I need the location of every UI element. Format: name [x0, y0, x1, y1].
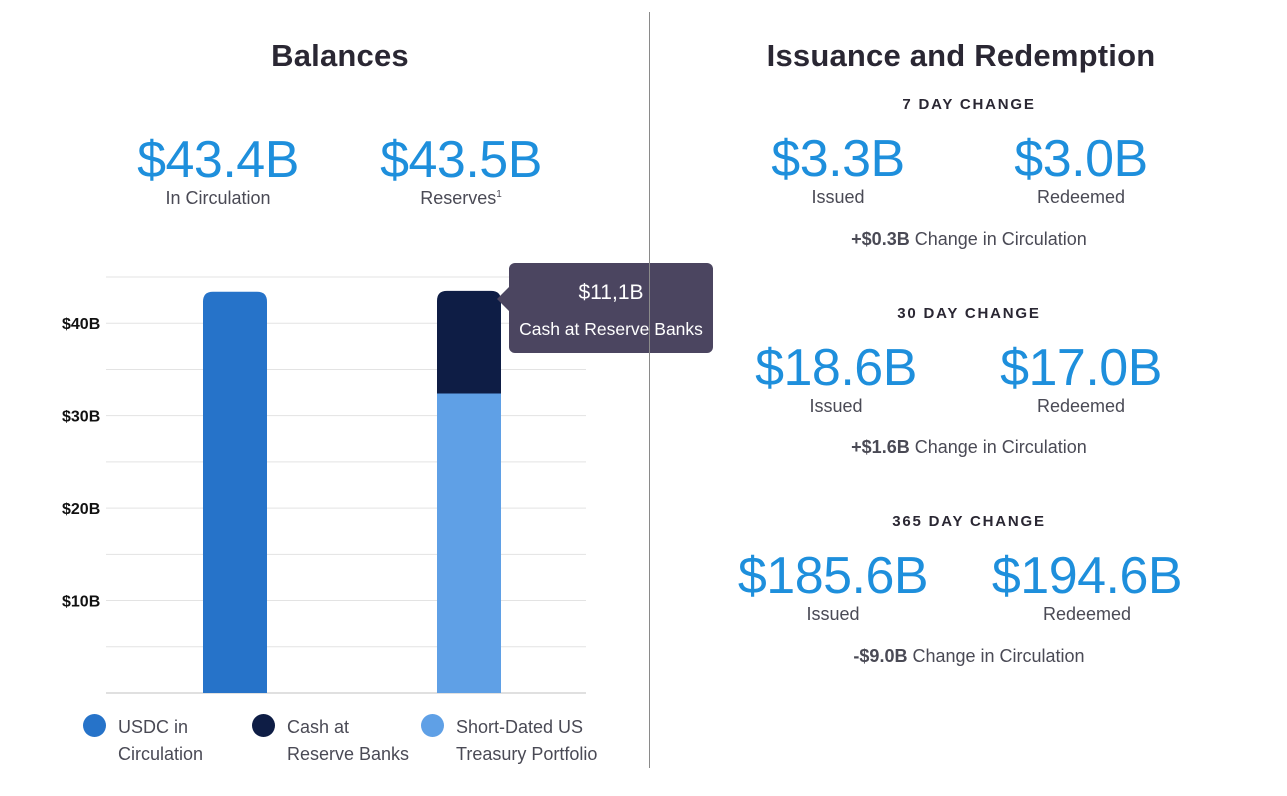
- period-365-day-issued: $185.6B: [737, 547, 929, 605]
- in-circulation-label: In Circulation: [165, 188, 271, 208]
- legend-label-treasury: Short-Dated US Treasury Portfolio: [456, 717, 598, 764]
- reserves-label: Reserves1: [420, 188, 502, 208]
- issuance-panel: Issuance and Redemption 7 DAY CHANGE $3.…: [651, 0, 1287, 796]
- legend-dot-cash: [252, 714, 275, 737]
- period-7-day-change: +$0.3B Change in Circulation: [851, 229, 1087, 249]
- reserves-value: $43.5B: [380, 131, 542, 189]
- reserves-footnote: 1: [496, 189, 502, 200]
- period-7-day-redeemed-label: Redeemed: [1036, 187, 1126, 207]
- period-365-day-redeemed-label: Redeemed: [1042, 604, 1132, 624]
- issuance-title: Issuance and Redemption: [766, 38, 1156, 73]
- tooltip-label: Cash at Reserve Banks: [519, 319, 703, 339]
- balances-panel: Balances $43.4B In Circulation $43.5B Re…: [62, 38, 713, 764]
- period-30-day-label: 30 DAY CHANGE: [897, 305, 1041, 322]
- balances-chart: $10B $20B $30B $40B: [62, 276, 586, 694]
- tooltip-value: $11,1B: [578, 281, 644, 304]
- y-tick-label: $20B: [62, 501, 100, 518]
- period-30-day-issued-label: Issued: [809, 396, 863, 416]
- y-tick-label: $10B: [62, 594, 100, 611]
- period-365-day-change: -$9.0B Change in Circulation: [853, 646, 1085, 666]
- bar-usdc-in-circulation: [203, 291, 267, 693]
- period-7-day-redeemed: $3.0B: [1014, 130, 1148, 188]
- legend-label-usdc: USDC in Circulation: [118, 717, 204, 764]
- period-30-day-issued: $18.6B: [755, 339, 917, 397]
- period-7-day-issued-label: Issued: [811, 187, 865, 207]
- period-30-day-redeemed-label: Redeemed: [1036, 396, 1126, 416]
- period-7-day-issued: $3.3B: [771, 130, 905, 188]
- y-tick-label: $40B: [62, 316, 100, 333]
- in-circulation-value: $43.4B: [137, 131, 299, 189]
- panel-divider: [649, 12, 650, 768]
- balances-title: Balances: [271, 38, 409, 73]
- period-365-day-issued-label: Issued: [806, 604, 860, 624]
- period-30-day-change: +$1.6B Change in Circulation: [851, 437, 1087, 457]
- y-tick-label: $30B: [62, 409, 100, 426]
- period-365-day-label: 365 DAY CHANGE: [892, 513, 1046, 530]
- period-7-day-label: 7 DAY CHANGE: [902, 96, 1036, 113]
- period-30-day-redeemed: $17.0B: [1000, 339, 1162, 397]
- period-365-day-redeemed: $194.6B: [991, 547, 1183, 605]
- legend-dot-treasury: [421, 714, 444, 737]
- bar-short-dated-us-treasury-portfolio: [437, 393, 501, 693]
- legend-dot-usdc: [83, 714, 106, 737]
- legend-label-cash: Cash at Reserve Banks: [287, 717, 410, 764]
- bar-cash-at-reserve-banks: [437, 290, 501, 394]
- chart-tooltip: $11,1B Cash at Reserve Banks: [497, 263, 713, 353]
